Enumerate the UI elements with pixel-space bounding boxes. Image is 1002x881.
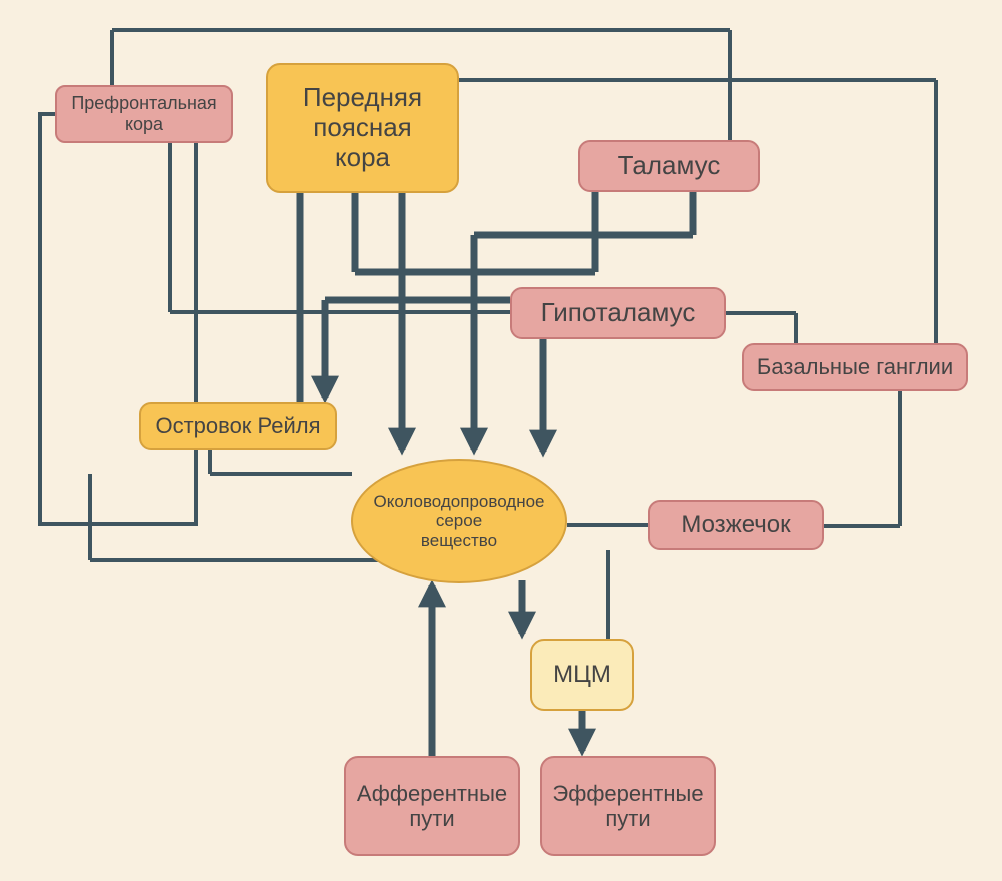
edge-prefrontal-insula-wrap xyxy=(40,114,196,524)
node-thalamus: Таламус xyxy=(578,140,760,192)
node-label-acc: Передняяпояснаякора xyxy=(303,83,422,173)
node-label-hypothalamus: Гипоталамус xyxy=(541,298,696,328)
node-label-basal: Базальные ганглии xyxy=(757,354,953,379)
diagram-stage: Префронтальнаякора Передняяпояснаякора Тал… xyxy=(0,0,1002,881)
node-prefrontal: Префронтальнаякора xyxy=(55,85,233,143)
node-mcm: МЦМ xyxy=(530,639,634,711)
node-label-mcm: МЦМ xyxy=(553,661,611,689)
node-efferent: Эфферентныепути xyxy=(540,756,716,856)
node-basal: Базальные ганглии xyxy=(742,343,968,391)
node-label-efferent: Эфферентныепути xyxy=(552,781,703,832)
node-label-afferent: Афферентныепути xyxy=(357,781,507,832)
node-label-cerebellum: Мозжечок xyxy=(681,511,790,539)
node-acc: Передняяпояснаякора xyxy=(266,63,459,193)
node-afferent: Афферентныепути xyxy=(344,756,520,856)
node-label-insula: Островок Рейля xyxy=(155,413,320,438)
node-hypothalamus: Гипоталамус xyxy=(510,287,726,339)
node-cerebellum: Мозжечок xyxy=(648,500,824,550)
node-label-thalamus: Таламус xyxy=(618,151,721,181)
node-label-pag: Околоводопроводноесероевещество xyxy=(373,492,544,551)
node-insula: Островок Рейля xyxy=(139,402,337,450)
node-pag: Околоводопроводноесероевещество xyxy=(351,459,567,583)
node-label-prefrontal: Префронтальнаякора xyxy=(71,93,216,134)
